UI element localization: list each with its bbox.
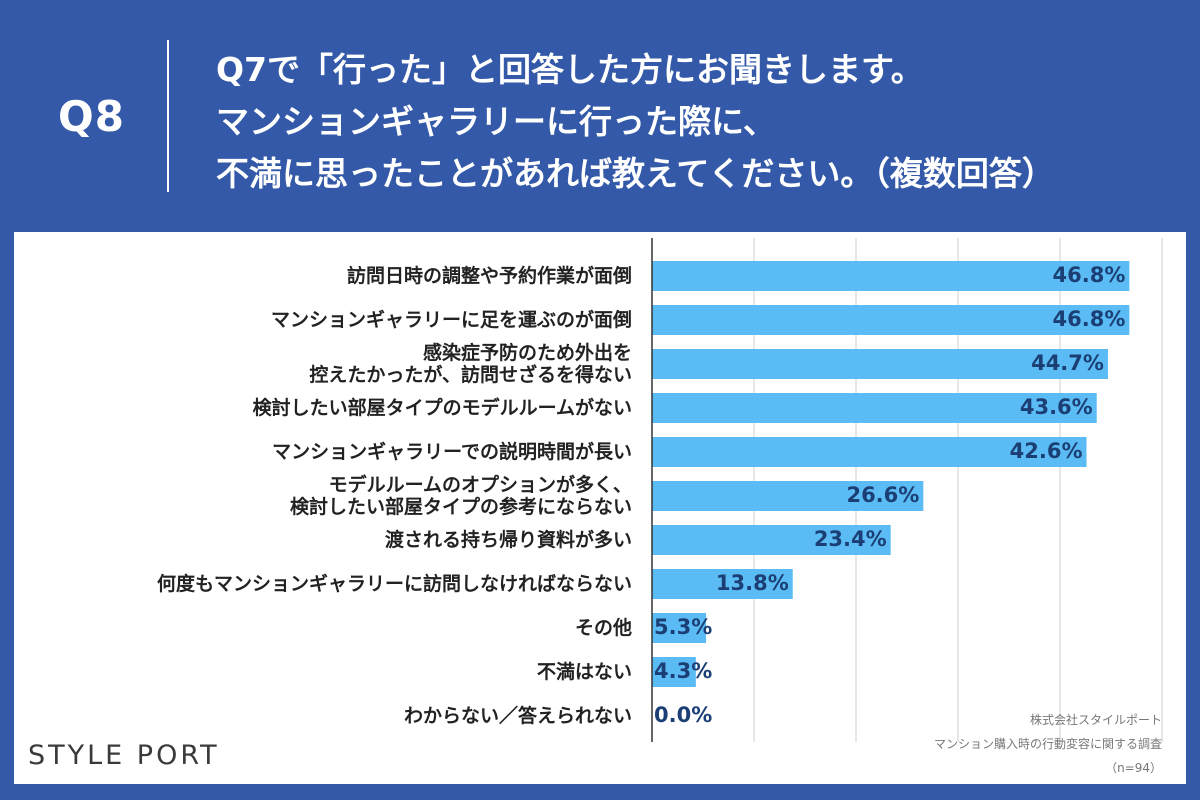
category-label: 何度もマンションギャラリーに訪問しなければならない <box>156 573 632 595</box>
bar <box>652 305 1130 335</box>
value-label: 44.7% <box>1031 351 1104 375</box>
category-label: 渡される持ち帰り資料が多い <box>384 529 632 551</box>
source-sample: （n=94） <box>1105 761 1162 775</box>
category-label: 訪問日時の調整や予約作業が面倒 <box>346 265 632 287</box>
category-label: モデルルームのオプションが多く、 検討したい部屋タイプの参考にならない <box>289 474 632 518</box>
question-number: Q8 <box>58 92 125 141</box>
bar <box>652 657 696 687</box>
header-divider <box>167 40 169 192</box>
bar <box>652 481 924 511</box>
header: Q8 Q7で「行った」と回答した方にお聞きします。 マンションギャラリーに行った… <box>0 0 1200 230</box>
category-label: 感染症予防のため外出を 控えたかったが、訪問せざるを得ない <box>309 342 632 386</box>
value-label: 46.8% <box>1052 307 1126 331</box>
bar <box>652 569 793 599</box>
category-label: 不満はない <box>536 661 632 683</box>
question-line-1: Q7で「行った」と回答した方にお聞きします。 <box>216 50 924 89</box>
value-label: 43.6% <box>1019 395 1093 419</box>
source-survey: マンション購入時の行動変容に関する調査 <box>933 737 1162 751</box>
value-label: 42.6% <box>1009 439 1083 463</box>
question-text: Q7で「行った」と回答した方にお聞きします。 マンションギャラリーに行った際に、… <box>216 44 1176 200</box>
value-label: 26.6% <box>846 483 920 507</box>
chart-panel: 訪問日時の調整や予約作業が面倒 46.8% マンションギャラリーに足を運ぶのが面倒 4… <box>14 232 1186 784</box>
category-label: マンションギャラリーでの説明時間が長い <box>272 441 632 463</box>
category-label: わからない／答えられない <box>403 705 632 727</box>
brand-logo: STYLE PORT <box>28 740 220 771</box>
bar <box>652 525 891 555</box>
bar <box>652 613 707 643</box>
question-line-2: マンションギャラリーに行った際に、 <box>216 102 777 141</box>
bar <box>652 393 1097 423</box>
category-label: 検討したい部屋タイプのモデルルームがない <box>252 397 632 419</box>
source-company: 株式会社スタイルポート <box>1029 713 1162 727</box>
bar-chart <box>651 238 1163 742</box>
bar <box>652 437 1087 467</box>
value-label: 0.0% <box>654 703 713 727</box>
category-label: マンションギャラリーに足を運ぶのが面倒 <box>270 309 632 331</box>
value-label: 5.3% <box>654 615 713 639</box>
value-label: 46.8% <box>1052 263 1126 287</box>
value-label: 4.3% <box>654 659 713 683</box>
category-label: その他 <box>574 617 632 639</box>
bar <box>652 261 1130 291</box>
bar <box>652 349 1108 379</box>
value-label: 13.8% <box>715 571 789 595</box>
question-line-3: 不満に思ったことがあれば教えてください。（複数回答） <box>216 154 1055 193</box>
value-label: 23.4% <box>813 527 887 551</box>
